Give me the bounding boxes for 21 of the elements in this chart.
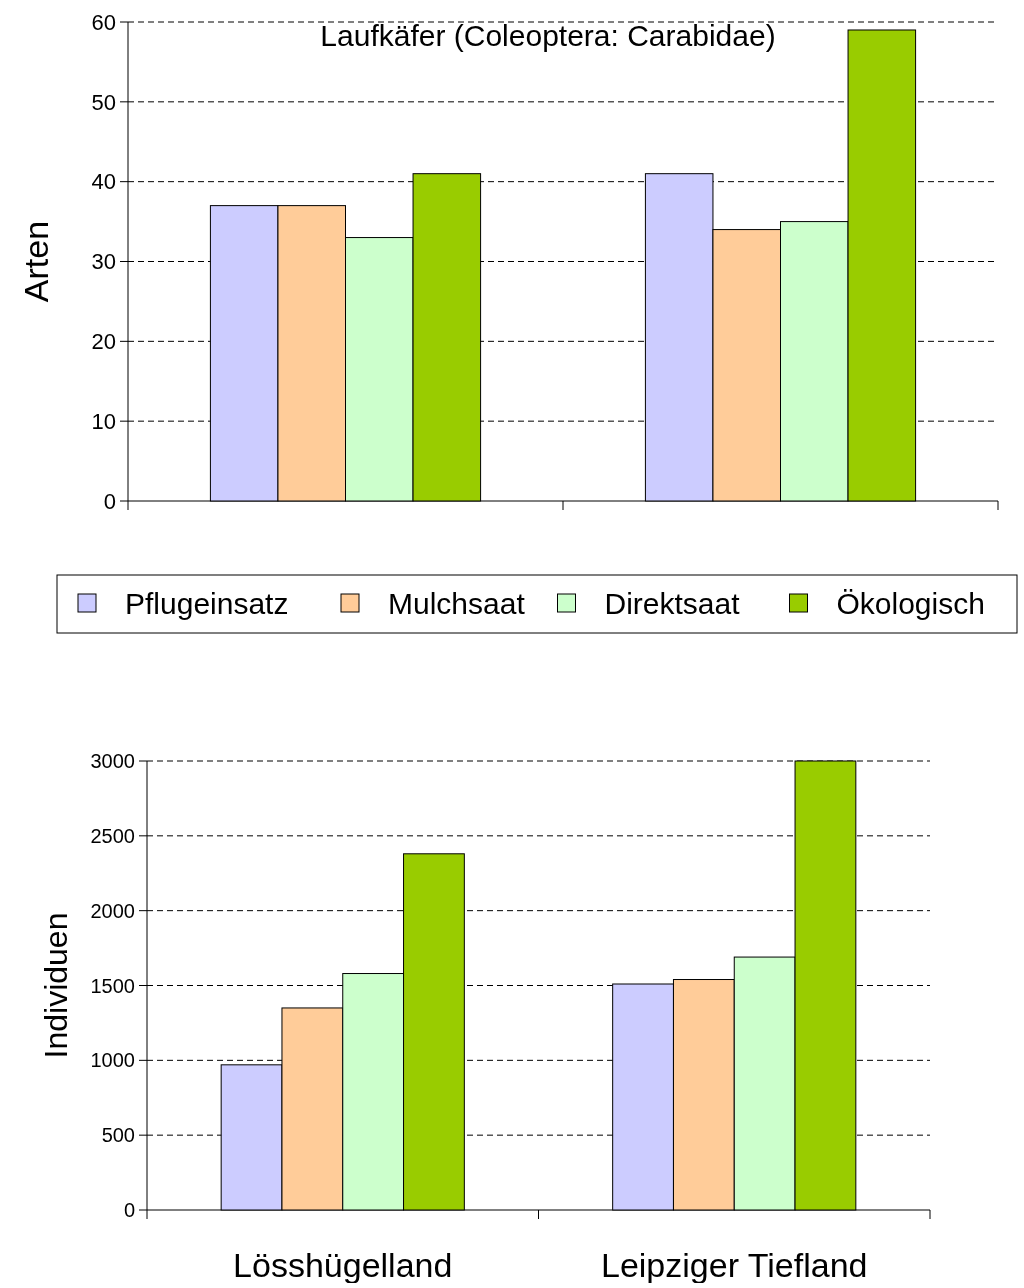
y-tick-label: 1000 <box>90 1049 135 1072</box>
chart-title: Laufkäfer (Coleoptera: Carabidae) <box>320 19 776 52</box>
legend-label: Ökologisch <box>836 586 985 620</box>
y-tick-label: 2500 <box>90 824 135 847</box>
y-tick-label: 50 <box>91 89 116 115</box>
y-axis-title: Individuen <box>38 912 74 1059</box>
y-tick-label: 500 <box>101 1124 135 1147</box>
y-tick-label: 30 <box>91 249 116 275</box>
y-tick-label: 1500 <box>90 974 135 997</box>
y-tick-label: 40 <box>91 169 116 195</box>
legend-label: Direktsaat <box>604 586 741 620</box>
y-tick-label: 3000 <box>90 750 135 772</box>
legend-label: Mulchsaat <box>388 586 526 620</box>
y-tick-label: 60 <box>91 9 116 35</box>
y-tick-label: 0 <box>123 1199 135 1221</box>
legend-label: Pflugeinsatz <box>125 586 289 620</box>
y-tick-label: 2000 <box>90 899 135 922</box>
y-tick-label: 20 <box>91 329 116 355</box>
y-tick-label: 10 <box>91 408 116 434</box>
y-axis-title: Arten <box>17 220 55 303</box>
y-tick-label: 0 <box>103 488 116 514</box>
